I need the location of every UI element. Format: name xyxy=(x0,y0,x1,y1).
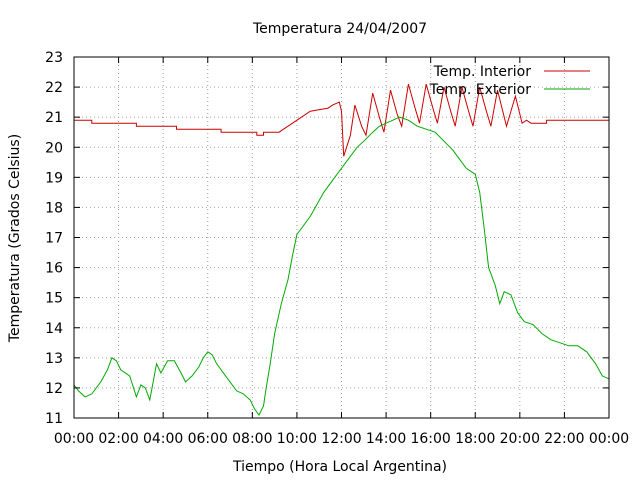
axis-ticks xyxy=(73,56,610,419)
legend: Temp. Interior Temp. Exterior xyxy=(429,64,590,98)
x-tick-label: 22:00 xyxy=(544,431,584,447)
x-tick-label: 20:00 xyxy=(500,431,540,447)
x-tick-labels: 00:00 02:00 04:00 06:00 08:00 10:00 12:00 14:00… xyxy=(54,431,629,447)
y-tick-label: 12 xyxy=(45,381,63,397)
y-axis-label: Temperatura (Grados Celsius) xyxy=(7,134,23,343)
x-tick-label: 08:00 xyxy=(232,431,272,447)
legend-label: Temp. Exterior xyxy=(429,82,532,98)
x-tick-label: 04:00 xyxy=(143,431,183,447)
x-tick-label: 18:00 xyxy=(455,431,495,447)
legend-label: Temp. Interior xyxy=(433,64,532,80)
x-tick-label: 00:00 xyxy=(589,431,629,447)
series-line-exterior xyxy=(73,116,610,416)
x-tick-label: 02:00 xyxy=(98,431,138,447)
y-tick-label: 11 xyxy=(45,411,63,427)
x-tick-label: 00:00 xyxy=(54,431,94,447)
y-tick-label: 13 xyxy=(45,351,63,367)
y-tick-label: 19 xyxy=(45,170,63,186)
y-tick-label: 22 xyxy=(45,80,63,96)
y-tick-label: 16 xyxy=(45,261,63,277)
y-tick-label: 15 xyxy=(45,291,63,307)
x-tick-label: 16:00 xyxy=(410,431,450,447)
series-line-interior xyxy=(74,83,609,157)
y-tick-label: 18 xyxy=(45,200,63,216)
y-tick-labels: 11 12 13 14 15 16 17 18 19 20 21 22 23 xyxy=(45,50,63,427)
x-tick-label: 10:00 xyxy=(277,431,317,447)
chart-title: Temperatura 24/04/2007 xyxy=(252,21,427,37)
y-tick-label: 14 xyxy=(45,321,63,337)
y-tick-label: 23 xyxy=(45,50,63,66)
x-tick-label: 12:00 xyxy=(321,431,361,447)
y-tick-label: 17 xyxy=(45,231,63,247)
y-tick-label: 21 xyxy=(45,110,63,126)
x-tick-label: 06:00 xyxy=(188,431,228,447)
plot-series xyxy=(73,83,610,416)
x-axis-label: Tiempo (Hora Local Argentina) xyxy=(232,459,447,475)
y-tick-label: 20 xyxy=(45,140,63,156)
x-tick-label: 14:00 xyxy=(366,431,406,447)
